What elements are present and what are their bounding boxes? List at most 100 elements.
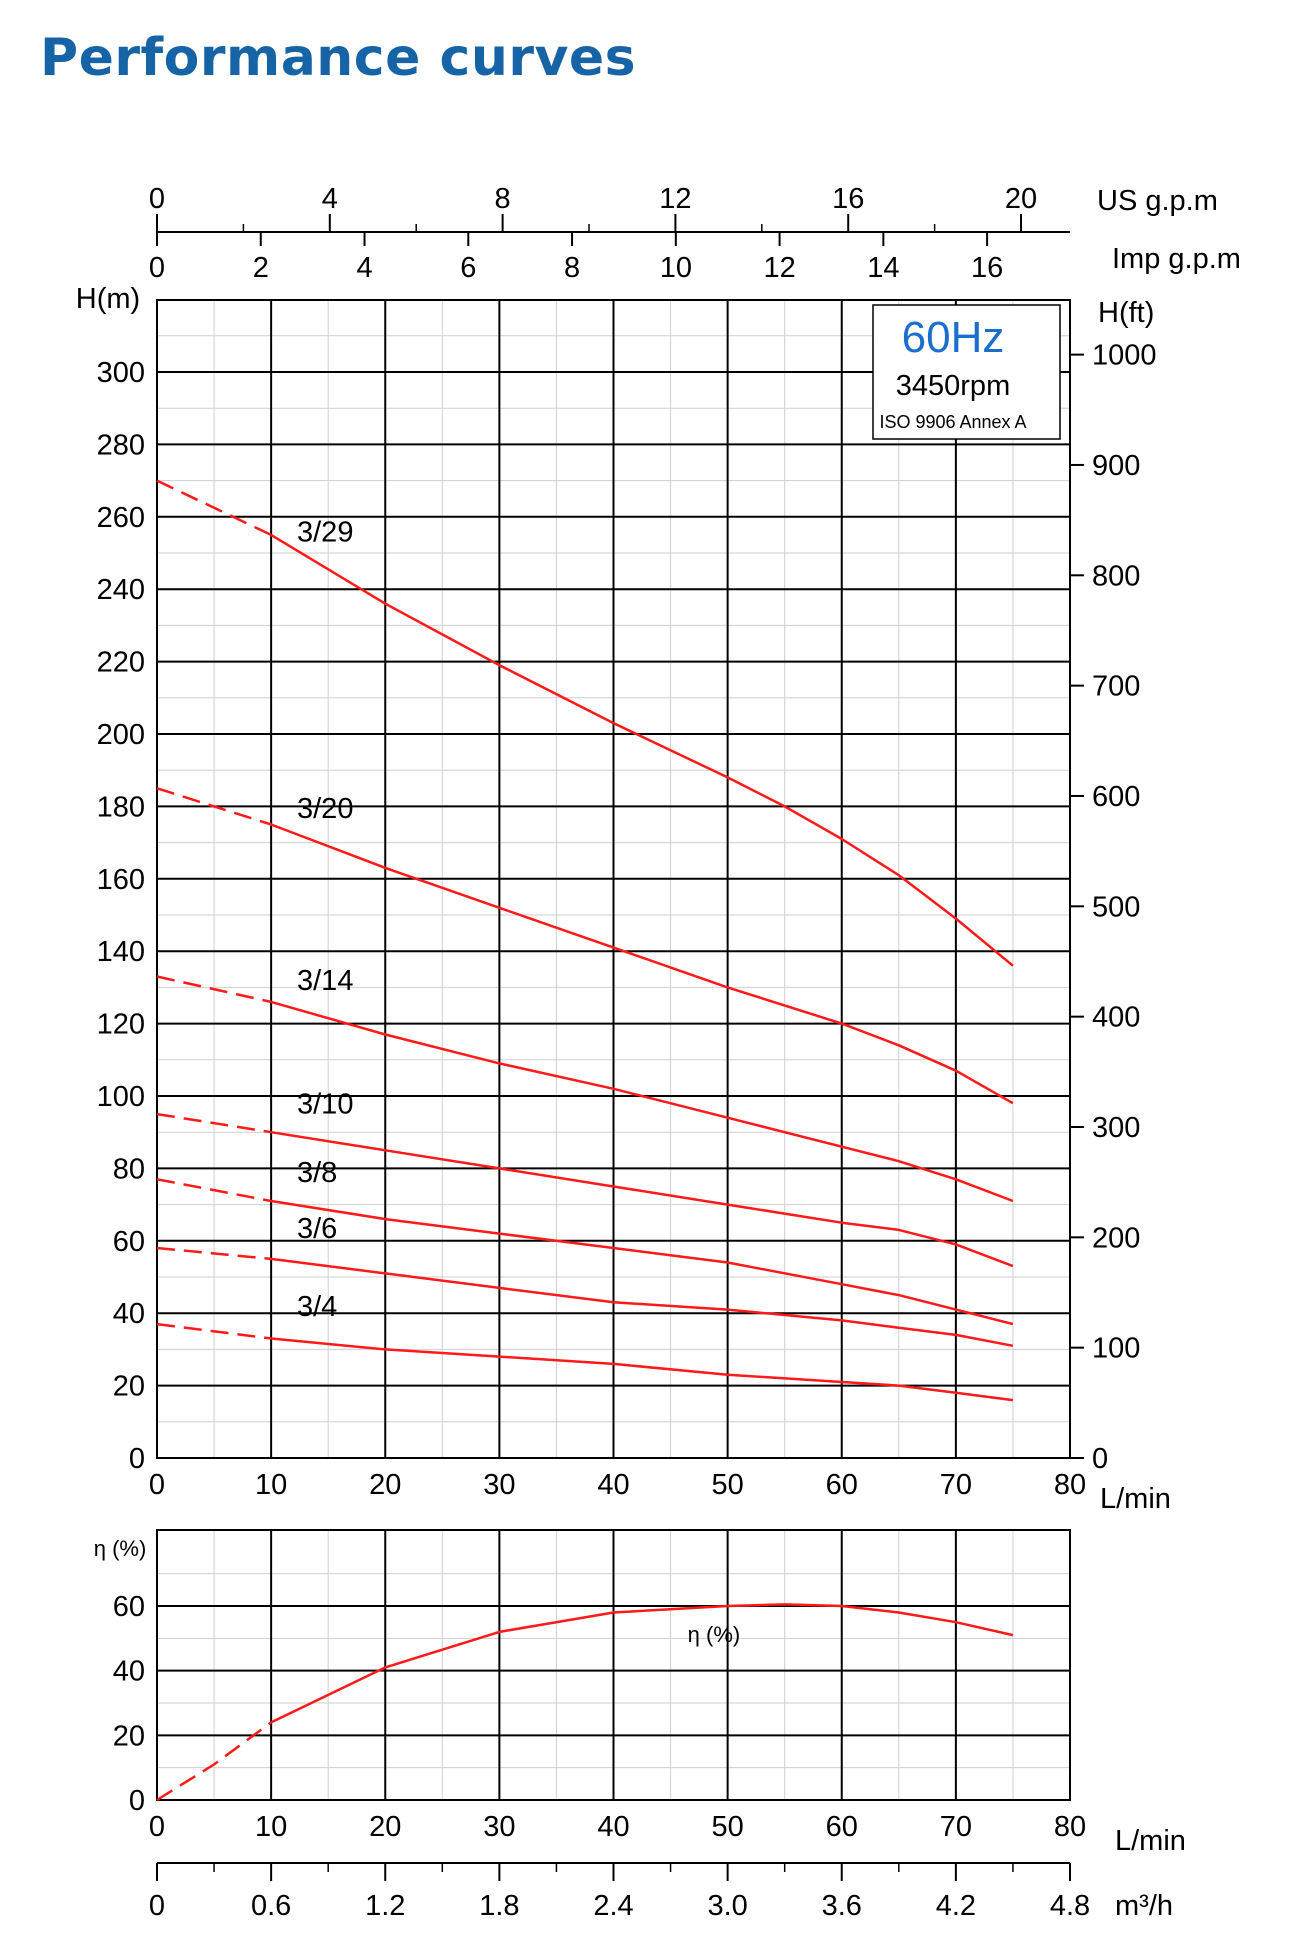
y2-tick-label: 0 [1092, 1443, 1108, 1475]
curve-label: 3/10 [297, 1088, 353, 1120]
m3h-tick-label: 0.6 [251, 1890, 291, 1922]
y-tick-label: 220 [97, 647, 145, 679]
y-tick-label: 80 [113, 1153, 145, 1185]
y2-tick-label: 800 [1092, 560, 1140, 592]
page-title: Performance curves [40, 28, 637, 88]
eff-x-tick-label: 50 [711, 1811, 743, 1843]
imp-gpm-tick-label: 12 [763, 252, 795, 284]
y2-tick-label: 600 [1092, 781, 1140, 813]
y-tick-label: 20 [113, 1371, 145, 1403]
m3h-axis-label: m³/h [1115, 1890, 1173, 1922]
m3h-tick-label: 1.8 [479, 1890, 519, 1922]
eff-x-axis-label: L/min [1115, 1825, 1186, 1857]
y2-axis-label: H(ft) [1098, 297, 1154, 329]
m3h-tick-label: 4.2 [936, 1890, 976, 1922]
x-tick-label: 0 [149, 1469, 165, 1501]
imp-gpm-tick-label: 6 [460, 252, 476, 284]
m3h-tick-label: 3.0 [707, 1890, 747, 1922]
m3h-tick-label: 1.2 [365, 1890, 405, 1922]
curve-3/14-dashed [156, 975, 272, 1004]
m3h-tick-label: 0 [149, 1890, 165, 1922]
imp-gpm-tick-label: 0 [149, 252, 165, 284]
eff-x-tick-label: 10 [255, 1811, 287, 1843]
y2-tick-label: 100 [1092, 1333, 1140, 1365]
us-gpm-tick-label: 12 [659, 183, 691, 215]
standard-label: ISO 9906 Annex A [879, 412, 1026, 432]
us-gpm-tick-label: 0 [149, 183, 165, 215]
y-tick-label: 200 [97, 719, 145, 751]
curve-3/8 [270, 1199, 1014, 1326]
y2-tick-label: 300 [1092, 1112, 1140, 1144]
imp-gpm-label: Imp g.p.m [1112, 243, 1241, 275]
y2-tick-label: 700 [1092, 671, 1140, 703]
y-tick-label: 40 [113, 1298, 145, 1330]
us-gpm-tick-label: 8 [495, 183, 511, 215]
imp-gpm-tick-label: 4 [356, 252, 372, 284]
curve-3/6-dashed [156, 1246, 272, 1261]
efficiency-chart-grid [156, 1529, 1071, 1801]
y-tick-label: 300 [97, 357, 145, 389]
eff-x-tick-label: 80 [1054, 1811, 1086, 1843]
x-tick-label: 20 [369, 1469, 401, 1501]
eff-y-tick-label: 60 [113, 1591, 145, 1623]
y2-tick-label: 500 [1092, 891, 1140, 923]
y2-tick-label: 1000 [1092, 340, 1157, 372]
eff-x-tick-label: 60 [826, 1811, 858, 1843]
y-tick-label: 180 [97, 791, 145, 823]
y-tick-label: 240 [97, 574, 145, 606]
eff-x-tick-label: 0 [149, 1811, 165, 1843]
imp-gpm-tick-label: 16 [971, 252, 1003, 284]
y-tick-label: 120 [97, 1009, 145, 1041]
efficiency-chart-axes: 0 20 40 60 η (%) 0 10 20 30 40 50 60 70 80 L/min [94, 1536, 1186, 1857]
imp-gpm-tick-label: 10 [660, 252, 692, 284]
us-gpm-tick-label: 4 [322, 183, 338, 215]
us-gpm-tick-label: 16 [832, 183, 864, 215]
curve-3/20-dashed [156, 787, 272, 826]
us-gpm-label: US g.p.m [1097, 185, 1218, 217]
x-tick-label: 80 [1054, 1469, 1086, 1501]
eff-y-tick-label: 20 [113, 1720, 145, 1752]
eff-x-tick-label: 70 [940, 1811, 972, 1843]
head-chart-axes: 0204060801001201401601802002202402602803… [76, 183, 1241, 1515]
y-axis-label: H(m) [76, 283, 140, 315]
imp-gpm-tick-label: 14 [867, 252, 899, 284]
curve-3/29-dashed [156, 479, 272, 537]
speed-label: 3450rpm [896, 370, 1010, 402]
curve-3/4 [270, 1337, 1014, 1402]
curve-3/20 [270, 823, 1014, 1105]
curve-3/14 [270, 1000, 1014, 1203]
y-tick-label: 140 [97, 936, 145, 968]
head-chart-grid [156, 299, 1071, 1459]
curve-3/6 [270, 1257, 1014, 1348]
m3h-axis: 0 0.6 1.2 1.8 2.4 3.0 3.6 4.2 4.8 m³/h [149, 1862, 1173, 1922]
us-gpm-tick-label: 20 [1005, 183, 1037, 215]
m3h-tick-label: 3.6 [822, 1890, 862, 1922]
y2-tick-label: 400 [1092, 1002, 1140, 1034]
eff-y-axis-label: η (%) [94, 1536, 147, 1561]
m3h-tick-label: 2.4 [593, 1890, 633, 1922]
curve-label: 3/4 [297, 1291, 337, 1323]
y-tick-label: 260 [97, 502, 145, 534]
curve-3/4-dashed [156, 1322, 272, 1340]
curve-3/10 [270, 1130, 1014, 1268]
y-tick-label: 280 [97, 429, 145, 461]
y-tick-label: 100 [97, 1081, 145, 1113]
eff-x-tick-label: 20 [369, 1811, 401, 1843]
x-tick-label: 60 [826, 1469, 858, 1501]
eff-y-tick-label: 0 [129, 1785, 145, 1817]
curve-3/29 [270, 533, 1014, 967]
curve-label: 3/8 [297, 1157, 337, 1189]
efficiency-curve: η (%) [156, 1603, 1014, 1802]
y-tick-label: 160 [97, 864, 145, 896]
x-tick-label: 30 [483, 1469, 515, 1501]
y-tick-label: 0 [129, 1443, 145, 1475]
eff-chart-frame [156, 1529, 1071, 1801]
x-tick-label: 40 [597, 1469, 629, 1501]
eff-curve [270, 1603, 1014, 1724]
curve-label: 3/6 [297, 1213, 337, 1245]
curve-label: 3/14 [297, 965, 353, 997]
head-curve-labels: 3/29 3/20 3/14 3/10 3/8 3/6 3/4 [297, 516, 353, 1323]
eff-x-tick-label: 30 [483, 1811, 515, 1843]
frequency-label: 60Hz [902, 313, 1005, 362]
